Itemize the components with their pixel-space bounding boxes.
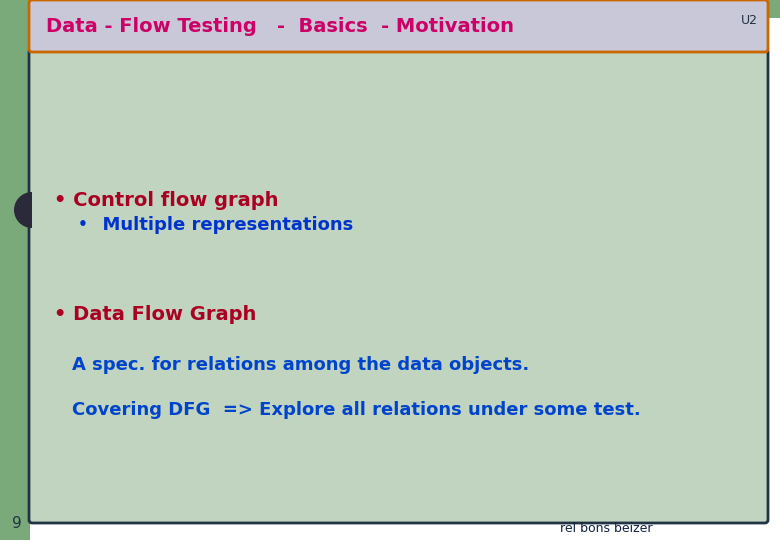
Bar <box>380 0 780 18</box>
Wedge shape <box>14 192 32 228</box>
Text: 9: 9 <box>12 516 22 530</box>
Text: Multiple representations: Multiple representations <box>90 216 353 234</box>
Text: •: • <box>78 218 88 233</box>
Text: Data - Flow Testing   -  Basics  - Motivation: Data - Flow Testing - Basics - Motivatio… <box>46 17 514 36</box>
Text: U2: U2 <box>741 14 758 27</box>
Text: A spec. for relations among the data objects.: A spec. for relations among the data obj… <box>72 356 530 374</box>
FancyBboxPatch shape <box>29 49 768 523</box>
Bar <box>0 0 30 540</box>
Text: Covering DFG  => Explore all relations under some test.: Covering DFG => Explore all relations un… <box>72 401 640 419</box>
FancyBboxPatch shape <box>29 0 768 52</box>
Text: rel bons beizer: rel bons beizer <box>560 522 653 535</box>
Text: • Control flow graph: • Control flow graph <box>54 191 278 210</box>
Text: • Data Flow Graph: • Data Flow Graph <box>54 306 257 325</box>
